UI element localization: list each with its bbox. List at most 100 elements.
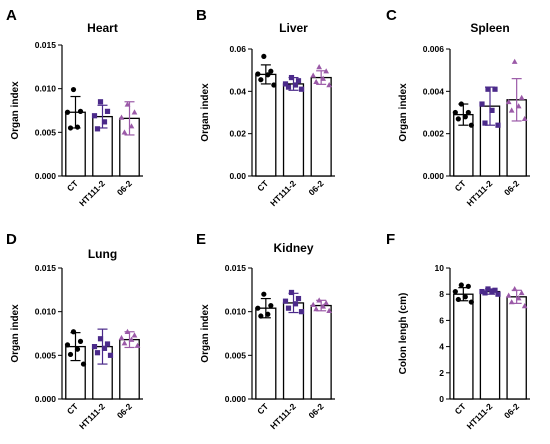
data-point — [261, 53, 267, 60]
data-point — [107, 352, 114, 358]
chart-panel-e: E Kidney Organ index 0.000 0.005 0.010 0.015 CT… — [196, 231, 335, 431]
data-point — [97, 99, 104, 105]
data-point — [255, 305, 261, 311]
data-point — [482, 120, 488, 126]
y-axis-label: Organ index — [200, 83, 211, 142]
data-point — [255, 71, 261, 77]
data-point — [91, 113, 98, 119]
data-point — [121, 340, 128, 346]
data-point — [458, 282, 464, 288]
x-tick-label: CT — [453, 178, 469, 194]
data-point — [258, 77, 264, 83]
data-point — [295, 78, 302, 84]
data-point — [511, 285, 518, 292]
data-point — [489, 107, 495, 113]
data-point — [485, 286, 491, 292]
x-tick-label: HT111-2 — [268, 178, 298, 208]
x-tick-label: CT — [453, 401, 469, 417]
data-point — [288, 74, 295, 81]
bar — [119, 338, 140, 400]
panel-letter: F — [386, 231, 395, 248]
data-point — [128, 336, 135, 342]
data-point — [468, 299, 474, 305]
data-point — [64, 109, 71, 115]
data-point — [518, 289, 525, 296]
data-point — [310, 301, 317, 307]
data-point — [515, 103, 522, 109]
data-point — [94, 350, 101, 356]
y-tick-label: 0.000 — [35, 171, 57, 181]
data-point — [282, 298, 289, 304]
data-point — [134, 342, 141, 348]
panel-letter: E — [196, 231, 206, 248]
data-point — [326, 81, 333, 88]
data-point — [326, 307, 333, 314]
y-tick-label: 0.06 — [229, 44, 246, 54]
data-point — [518, 94, 525, 100]
y-tick-label: 0.010 — [35, 307, 57, 317]
x-tick-label: HT111-2 — [77, 401, 107, 431]
data-point — [124, 328, 131, 334]
x-tick-label: HT111-2 — [465, 401, 495, 431]
data-point — [282, 81, 289, 87]
x-tick-label: 06-2 — [306, 178, 325, 197]
y-tick-label: 0.002 — [423, 129, 445, 139]
data-point — [101, 345, 108, 351]
panel-letter: C — [386, 7, 397, 24]
data-point — [104, 341, 111, 347]
data-point — [285, 305, 292, 311]
data-point — [94, 126, 101, 132]
y-tick-label: 0.000 — [423, 171, 445, 181]
data-point — [67, 125, 74, 131]
data-point — [91, 344, 98, 350]
data-point — [295, 295, 302, 302]
data-point — [492, 86, 498, 92]
data-point — [505, 292, 512, 298]
data-point — [313, 306, 320, 312]
data-point — [97, 336, 104, 342]
y-tick-label: 0.005 — [35, 350, 57, 360]
chart-panel-b: B Liver Organ index 0.00 0.02 0.04 0.06 CTHT111… — [196, 7, 335, 208]
data-point — [521, 115, 528, 122]
y-tick-label: 0 — [439, 394, 444, 404]
data-point — [323, 299, 330, 306]
data-point — [462, 294, 468, 300]
data-point — [458, 101, 464, 107]
data-point — [505, 98, 512, 105]
data-point — [77, 338, 84, 344]
data-point — [479, 288, 485, 295]
x-tick-label: 06-2 — [502, 178, 521, 197]
chart-title: Kidney — [273, 241, 313, 255]
chart-title: Heart — [87, 21, 118, 35]
data-point — [64, 342, 71, 348]
y-tick-label: 0.005 — [35, 127, 57, 137]
y-tick-label: 0.04 — [229, 86, 246, 96]
x-tick-label: 06-2 — [306, 401, 325, 420]
chart-panel-c: C Spleen Organ index 0.000 0.002 0.004 0.006 CT… — [386, 7, 530, 208]
data-point — [131, 109, 138, 115]
data-point — [118, 334, 125, 341]
x-tick-label: CT — [255, 178, 271, 194]
data-point — [298, 86, 305, 92]
y-tick-label: 0.00 — [229, 171, 246, 181]
y-tick-label: 4 — [439, 342, 444, 352]
data-point — [482, 290, 488, 296]
data-point — [320, 75, 327, 81]
data-point — [70, 329, 77, 335]
data-point — [495, 291, 501, 297]
data-point — [288, 289, 295, 296]
data-point — [489, 288, 495, 295]
chart-panel-a: A Heart Organ index 0.000 0.005 0.010 0.015 CTH… — [6, 7, 143, 208]
data-point — [298, 309, 305, 315]
data-point — [118, 114, 125, 120]
y-tick-label: 0.015 — [225, 263, 247, 273]
data-point — [508, 299, 515, 305]
y-axis-label: Colon lengh (cm) — [398, 293, 409, 375]
data-point — [101, 119, 108, 125]
data-point — [492, 287, 498, 293]
y-tick-label: 2 — [439, 368, 444, 378]
bar — [282, 302, 305, 400]
x-tick-label: HT111-2 — [77, 178, 107, 208]
data-point — [131, 332, 138, 338]
